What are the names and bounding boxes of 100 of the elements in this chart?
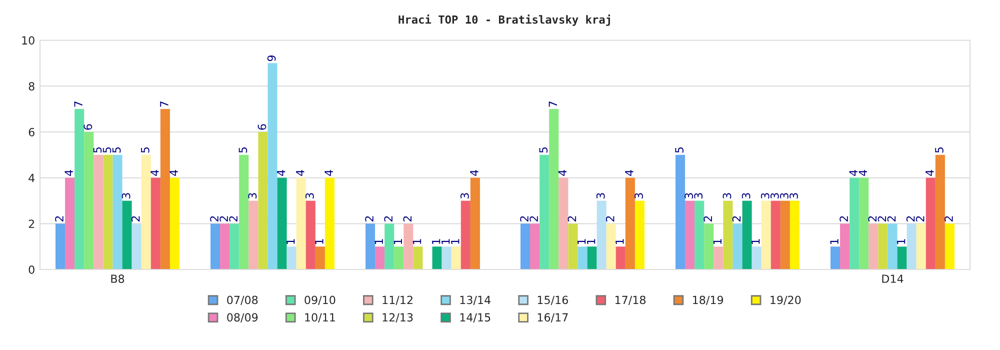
bar bbox=[878, 224, 888, 270]
bar bbox=[432, 246, 442, 270]
bar bbox=[625, 178, 635, 270]
data-label: 2 bbox=[916, 216, 924, 222]
data-label: 4 bbox=[64, 170, 73, 176]
data-label: 2 bbox=[868, 216, 876, 222]
chart-title: Hraci TOP 10 - Bratislavsky kraj bbox=[398, 14, 610, 26]
bar bbox=[470, 178, 480, 270]
data-label: 5 bbox=[539, 147, 548, 153]
data-label: 1 bbox=[394, 239, 402, 244]
data-label: 5 bbox=[141, 147, 150, 153]
data-label: 9 bbox=[267, 56, 276, 62]
data-label: 5 bbox=[102, 147, 112, 153]
data-label: 2 bbox=[131, 216, 140, 222]
data-label: 2 bbox=[220, 216, 228, 222]
bar bbox=[916, 224, 926, 270]
data-label: 5 bbox=[675, 147, 684, 153]
bar bbox=[568, 224, 578, 270]
bar bbox=[65, 178, 75, 270]
data-label: 4 bbox=[296, 170, 304, 176]
legend-label: 09/10 bbox=[304, 296, 336, 306]
bar bbox=[384, 224, 394, 270]
data-label: 2 bbox=[568, 216, 576, 222]
data-label: 1 bbox=[897, 239, 906, 244]
bar bbox=[394, 246, 404, 270]
bar bbox=[944, 224, 954, 270]
data-label: 4 bbox=[625, 170, 634, 176]
data-label: 2 bbox=[732, 216, 741, 222]
bar bbox=[935, 154, 945, 270]
bar bbox=[56, 224, 66, 270]
data-label: 4 bbox=[324, 170, 333, 176]
bar bbox=[704, 224, 714, 270]
bar bbox=[714, 246, 724, 270]
bar bbox=[549, 109, 559, 270]
bar bbox=[94, 154, 104, 270]
bar bbox=[248, 200, 258, 270]
bar bbox=[752, 246, 762, 270]
data-label: 1 bbox=[752, 239, 760, 244]
bar bbox=[84, 132, 94, 270]
bar bbox=[451, 246, 461, 270]
data-label: 4 bbox=[558, 170, 566, 176]
data-label: 3 bbox=[694, 193, 703, 198]
legend-label: 07/08 bbox=[227, 296, 258, 306]
data-label: 3 bbox=[248, 193, 257, 198]
bar bbox=[616, 246, 626, 270]
data-label: 4 bbox=[858, 170, 867, 176]
bar bbox=[578, 246, 588, 270]
bar bbox=[926, 178, 936, 270]
data-label: 6 bbox=[258, 124, 266, 130]
data-label: 3 bbox=[760, 193, 770, 198]
bar bbox=[210, 224, 220, 270]
data-label: 4 bbox=[150, 170, 159, 176]
bar bbox=[685, 200, 695, 270]
bar bbox=[520, 224, 530, 270]
data-label: 2 bbox=[887, 216, 896, 222]
bar bbox=[122, 200, 132, 270]
bar bbox=[850, 178, 860, 270]
bar bbox=[540, 154, 550, 270]
data-label: 2 bbox=[944, 216, 953, 222]
bar bbox=[112, 154, 122, 270]
data-label: 3 bbox=[460, 193, 469, 198]
bar bbox=[742, 200, 752, 270]
data-label: 1 bbox=[577, 239, 586, 244]
data-label: 1 bbox=[432, 239, 440, 244]
bar bbox=[587, 246, 597, 270]
bar bbox=[230, 224, 240, 270]
bar bbox=[761, 200, 771, 270]
bar bbox=[324, 178, 334, 270]
legend-label: 10/11 bbox=[305, 313, 335, 322]
data-label: 4 bbox=[277, 170, 286, 176]
bar bbox=[897, 246, 907, 270]
y-tick-label: 10 bbox=[22, 36, 34, 45]
bar bbox=[442, 246, 452, 270]
bar bbox=[840, 224, 850, 270]
bar bbox=[375, 246, 385, 270]
data-label: 2 bbox=[210, 216, 218, 222]
data-label: 3 bbox=[684, 193, 694, 198]
bar bbox=[830, 246, 840, 270]
bar bbox=[286, 246, 296, 270]
data-label: 1 bbox=[713, 239, 722, 244]
data-label: 5 bbox=[112, 147, 121, 153]
data-label: 7 bbox=[160, 102, 168, 107]
legend-label: 16/17 bbox=[538, 313, 568, 322]
data-label: 2 bbox=[384, 216, 392, 222]
y-tick-label: 8 bbox=[28, 82, 34, 90]
bar bbox=[413, 246, 423, 270]
bar bbox=[258, 132, 268, 270]
y-tick-label: 6 bbox=[28, 128, 34, 136]
y-tick-label: 4 bbox=[28, 174, 35, 182]
data-label: 4 bbox=[849, 170, 858, 176]
bar bbox=[141, 154, 151, 270]
bar bbox=[315, 246, 325, 270]
bar bbox=[296, 178, 306, 270]
data-label: 1 bbox=[830, 239, 838, 244]
bar bbox=[859, 178, 869, 270]
data-label: 1 bbox=[286, 239, 295, 244]
data-label: 3 bbox=[722, 193, 732, 198]
data-label: 3 bbox=[742, 193, 750, 198]
bar bbox=[723, 200, 733, 270]
data-label: 3 bbox=[305, 193, 314, 198]
